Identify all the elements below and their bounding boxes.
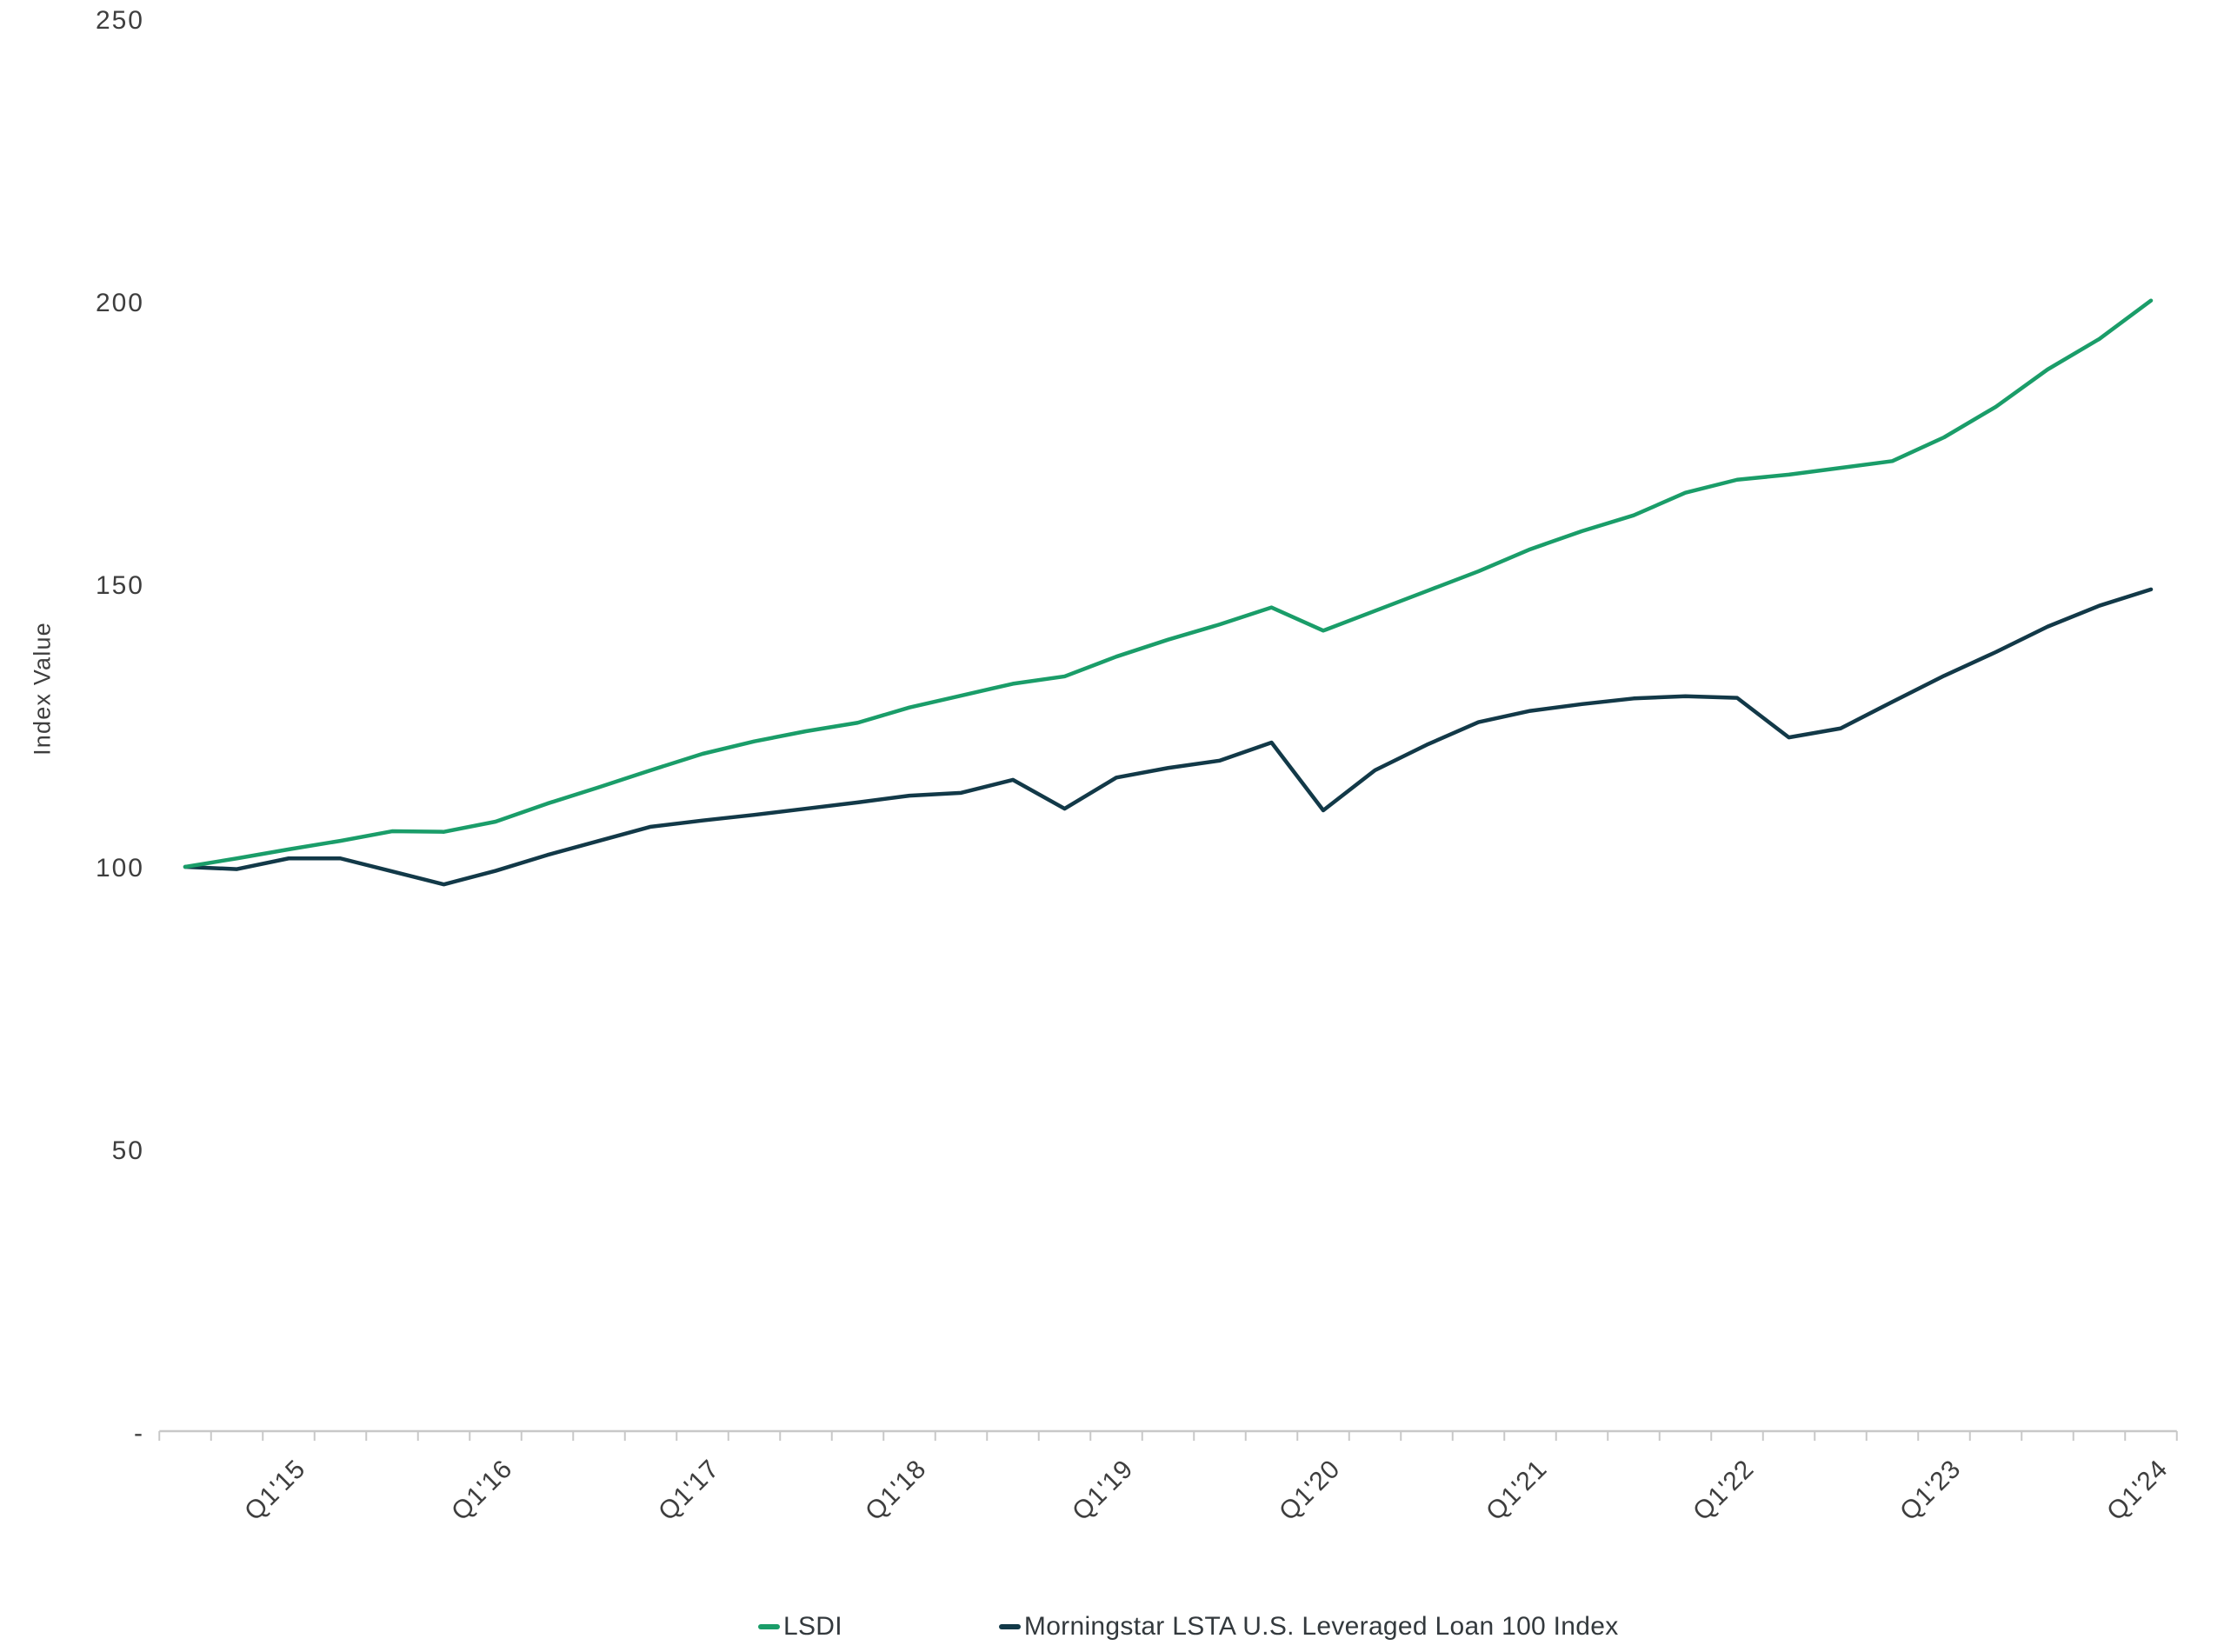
legend-item-ll100: Morningstar LSTA U.S. Leveraged Loan 100… <box>998 1612 1619 1642</box>
x-axis-ticks <box>158 1431 2178 1441</box>
x-tick-label: Q1'20 <box>1274 1455 1346 1527</box>
x-tick-label: Q1'17 <box>653 1455 725 1527</box>
ll100-legend-marker <box>998 1624 1021 1629</box>
x-tick-label: Q1'18 <box>860 1455 932 1527</box>
lsdi-line <box>183 298 2154 869</box>
x-tick-label: Q1'21 <box>1481 1455 1553 1527</box>
series-lines <box>183 298 2154 887</box>
y-tick-label: 150 <box>96 571 144 600</box>
x-tick-label: Q1'23 <box>1894 1455 1967 1527</box>
x-axis-labels: Q1'15 Q1'16 Q1'17 Q1'18 Q1'19 Q1'20 Q1'21 Q1'22… <box>239 1455 2174 1527</box>
y-tick-label: 50 <box>112 1136 144 1165</box>
y-tick-label: 250 <box>96 6 144 35</box>
y-tick-label: 200 <box>96 289 144 317</box>
legend-item-lsdi: LSDI <box>758 1612 842 1642</box>
y-axis-labels: 250 200 150 100 50 - <box>96 6 144 1448</box>
y-tick-label: - <box>134 1419 144 1448</box>
x-tick-label: Q1'19 <box>1067 1455 1139 1527</box>
x-tick-label: Q1'15 <box>239 1455 311 1527</box>
legend: LSDI Morningstar LSTA U.S. Leveraged Loa… <box>758 1612 1619 1642</box>
ll100-line <box>183 587 2154 887</box>
x-tick-label: Q1'24 <box>2101 1455 2174 1527</box>
lsdi-legend-label: LSDI <box>783 1612 842 1641</box>
ll100-legend-label: Morningstar LSTA U.S. Leveraged Loan 100… <box>1023 1612 1619 1641</box>
lsdi-legend-marker <box>758 1624 780 1629</box>
x-tick-label: Q1'16 <box>446 1455 518 1527</box>
y-axis-title: Index Value <box>29 622 56 756</box>
x-tick-label: Q1'22 <box>1688 1455 1760 1527</box>
y-tick-label: 100 <box>96 854 144 883</box>
